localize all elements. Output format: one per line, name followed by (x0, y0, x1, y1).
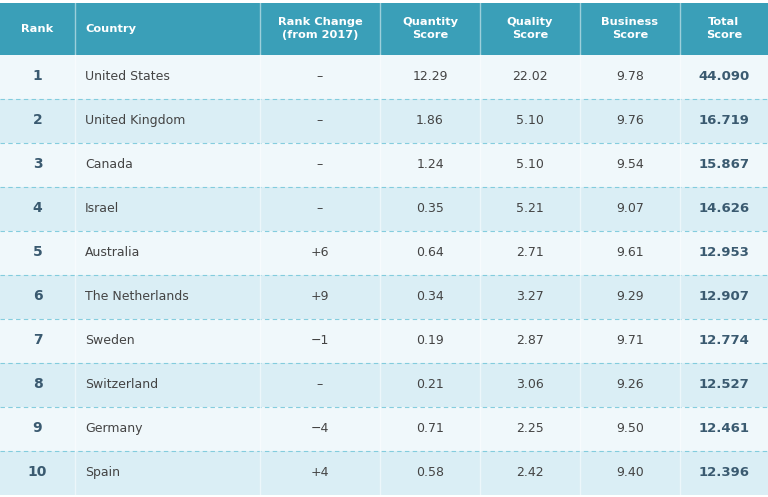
Bar (680, 2, 768, 55)
Text: 1: 1 (32, 70, 42, 83)
Text: Rank: Rank (22, 23, 54, 33)
Text: 9.07: 9.07 (616, 202, 644, 215)
Text: −4: −4 (311, 422, 329, 435)
Text: 5.10: 5.10 (516, 114, 544, 127)
Text: Sweden: Sweden (85, 334, 134, 347)
Text: 5.10: 5.10 (516, 158, 544, 171)
Bar (380, 2, 480, 55)
Text: 8: 8 (32, 378, 42, 392)
Text: 15.867: 15.867 (699, 158, 750, 171)
Bar (0, 55, 768, 98)
Text: Rank Change
(from 2017): Rank Change (from 2017) (277, 17, 362, 40)
Text: 12.29: 12.29 (412, 70, 448, 83)
Text: +6: +6 (311, 246, 329, 259)
Text: 9.78: 9.78 (616, 70, 644, 83)
Text: 4: 4 (32, 201, 42, 216)
Text: 3: 3 (33, 158, 42, 171)
Text: 9.76: 9.76 (616, 114, 644, 127)
Text: Total
Score: Total Score (706, 17, 742, 40)
Bar (260, 2, 380, 55)
Text: 2.25: 2.25 (516, 422, 544, 435)
Text: Australia: Australia (85, 246, 141, 259)
Text: Spain: Spain (85, 466, 120, 479)
Bar (480, 2, 580, 55)
Text: 9.29: 9.29 (616, 290, 644, 303)
Text: 9.50: 9.50 (616, 422, 644, 435)
Text: 7: 7 (33, 333, 42, 347)
Text: –: – (317, 70, 323, 83)
Text: –: – (317, 158, 323, 171)
Text: 0.21: 0.21 (416, 378, 444, 391)
Text: Quantity
Score: Quantity Score (402, 17, 458, 40)
Text: 0.71: 0.71 (416, 422, 444, 435)
Text: 1.24: 1.24 (416, 158, 444, 171)
Text: 9.71: 9.71 (616, 334, 644, 347)
Text: −1: −1 (311, 334, 329, 347)
Text: 14.626: 14.626 (698, 202, 750, 215)
Text: 3.27: 3.27 (516, 290, 544, 303)
Text: Canada: Canada (85, 158, 133, 171)
Text: United States: United States (85, 70, 170, 83)
Text: 44.090: 44.090 (698, 70, 750, 83)
Text: 12.953: 12.953 (699, 246, 750, 259)
Bar (0, 231, 768, 274)
Bar (0, 98, 768, 143)
Text: 9.61: 9.61 (616, 246, 644, 259)
Text: 12.907: 12.907 (699, 290, 750, 303)
Text: 0.19: 0.19 (416, 334, 444, 347)
Text: 2.87: 2.87 (516, 334, 544, 347)
Bar (0, 2, 75, 55)
Text: 12.396: 12.396 (699, 466, 750, 479)
Text: Germany: Germany (85, 422, 143, 435)
Bar (580, 2, 680, 55)
Text: –: – (317, 378, 323, 391)
Text: 5: 5 (32, 246, 42, 259)
Text: 5.21: 5.21 (516, 202, 544, 215)
Text: 6: 6 (33, 289, 42, 304)
Text: Business
Score: Business Score (601, 17, 658, 40)
Text: 2: 2 (32, 113, 42, 128)
Text: 0.34: 0.34 (416, 290, 444, 303)
Text: 9.26: 9.26 (616, 378, 644, 391)
Bar (0, 407, 768, 450)
Text: The Netherlands: The Netherlands (85, 290, 189, 303)
Bar (0, 274, 768, 319)
Text: +4: +4 (311, 466, 329, 479)
Text: –: – (317, 114, 323, 127)
Bar (0, 186, 768, 231)
Text: 16.719: 16.719 (699, 114, 750, 127)
Text: +9: +9 (311, 290, 329, 303)
Bar (0, 362, 768, 407)
Text: 2.71: 2.71 (516, 246, 544, 259)
Bar (0, 319, 768, 362)
Text: Israel: Israel (85, 202, 119, 215)
Text: 9.54: 9.54 (616, 158, 644, 171)
Text: 2.42: 2.42 (516, 466, 544, 479)
Text: United Kingdom: United Kingdom (85, 114, 185, 127)
Text: 12.527: 12.527 (699, 378, 750, 391)
Text: Switzerland: Switzerland (85, 378, 158, 391)
Bar (75, 2, 260, 55)
Text: 22.02: 22.02 (512, 70, 548, 83)
Text: 0.58: 0.58 (416, 466, 444, 479)
Bar (0, 450, 768, 495)
Text: 12.774: 12.774 (699, 334, 750, 347)
Text: –: – (317, 202, 323, 215)
Text: 10: 10 (28, 466, 47, 480)
Text: 0.35: 0.35 (416, 202, 444, 215)
Text: 0.64: 0.64 (416, 246, 444, 259)
Text: Quality
Score: Quality Score (507, 17, 553, 40)
Text: 9: 9 (33, 421, 42, 435)
Text: 12.461: 12.461 (699, 422, 750, 435)
Bar (0, 143, 768, 186)
Text: 1.86: 1.86 (416, 114, 444, 127)
Text: 9.40: 9.40 (616, 466, 644, 479)
Text: 3.06: 3.06 (516, 378, 544, 391)
Text: Country: Country (85, 23, 136, 33)
